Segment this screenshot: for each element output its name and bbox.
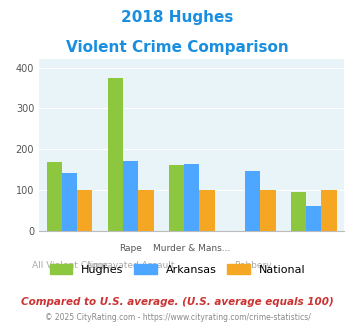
Text: Rape: Rape [119, 244, 142, 253]
Bar [123, 161, 138, 231]
Text: Violent Crime Comparison: Violent Crime Comparison [66, 40, 289, 54]
Text: All Violent Crime: All Violent Crime [32, 261, 108, 270]
Text: Murder & Mans...: Murder & Mans... [153, 244, 230, 253]
Bar [322, 190, 337, 231]
Text: Aggravated Assault: Aggravated Assault [86, 261, 175, 270]
Bar [62, 173, 77, 231]
Text: Compared to U.S. average. (U.S. average equals 100): Compared to U.S. average. (U.S. average … [21, 297, 334, 307]
Bar [77, 190, 92, 231]
Bar [261, 190, 275, 231]
Text: 2018 Hughes: 2018 Hughes [121, 10, 234, 25]
Text: Robbery: Robbery [234, 261, 272, 270]
Bar [169, 165, 184, 231]
Bar [291, 192, 306, 231]
Bar [200, 190, 214, 231]
Bar [108, 78, 123, 231]
Bar [306, 206, 322, 231]
Legend: Hughes, Arkansas, National: Hughes, Arkansas, National [50, 264, 305, 275]
Text: © 2025 CityRating.com - https://www.cityrating.com/crime-statistics/: © 2025 CityRating.com - https://www.city… [45, 313, 310, 322]
Bar [138, 190, 153, 231]
Bar [47, 162, 62, 231]
Bar [245, 171, 261, 231]
Bar [184, 164, 200, 231]
